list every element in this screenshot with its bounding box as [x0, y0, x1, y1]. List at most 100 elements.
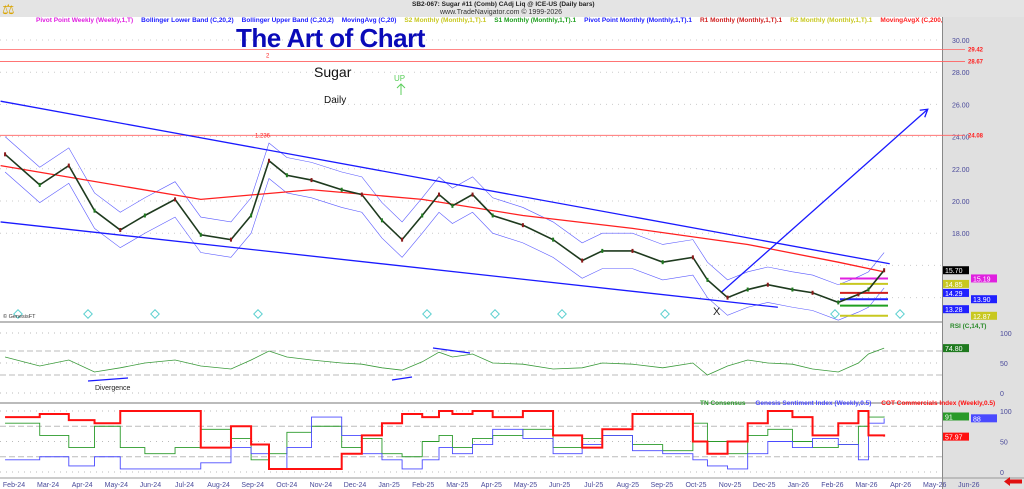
price-bar	[340, 187, 343, 192]
x-tick-label: Jan-25	[378, 482, 400, 489]
up-signal-label: UP	[394, 74, 406, 83]
price-bar	[310, 178, 313, 183]
channel-upper-trendline	[0, 100, 890, 265]
price-tag-label: 15.70	[945, 268, 963, 275]
x-tick-label: Mar-24	[37, 482, 59, 489]
price-line	[4, 153, 885, 304]
legend-item: Bollinger Lower Band (C,20,2)	[141, 17, 234, 24]
price-tag-label: 15.19	[973, 276, 991, 283]
price-tick-label: 28.00	[952, 70, 970, 77]
legend-item: R2 Monthly (Monthly,1,T).1	[790, 17, 873, 24]
r-event-marker-icon	[660, 309, 670, 319]
r-event-marker-icon	[895, 309, 905, 319]
x-tick-label: Aug-24	[207, 482, 230, 489]
x-tick-label: Jul-24	[175, 482, 194, 489]
sentiment-tick-label: 0	[1000, 470, 1004, 477]
price-tick-label: 20.00	[952, 199, 970, 206]
price-tag	[943, 305, 969, 314]
r-event-marker-icon	[557, 309, 567, 319]
legend-item: S2 Monthly (Monthly,1,T).1	[404, 17, 487, 24]
arrowhead-icon	[919, 108, 929, 118]
title-bar: ⚖ SB2-067: Sugar #11 (Comb) CAdj Liq @ I…	[0, 0, 1024, 17]
scroll-left-arrow-icon[interactable]	[1004, 477, 1022, 486]
price-bar	[143, 213, 146, 218]
price-bar	[883, 268, 886, 273]
price-bar	[268, 158, 270, 163]
copyright: www.TradeNavigator.com © 1999-2026	[440, 9, 563, 16]
x-tick-label: Jun-25	[549, 482, 571, 489]
price-bar	[174, 197, 177, 202]
price-bar	[4, 152, 7, 157]
fib-level-label: 28.67	[968, 59, 984, 65]
fib-level-label: 29.42	[968, 47, 984, 53]
legend-tn-consensus: TN Consensus	[700, 400, 746, 407]
price-bar	[229, 237, 232, 242]
price-bar	[93, 208, 96, 213]
price-tick-label: 30.00	[952, 38, 970, 45]
projection-arrow-trendline	[720, 108, 929, 294]
price-tag	[943, 288, 969, 297]
legend-item: Pivot Point Monthly (Monthly,1,T).1	[584, 17, 692, 24]
r-event-marker-icon	[83, 309, 93, 319]
x-tick-label: Feb-25	[412, 482, 434, 489]
x-tick-label: Mar-26	[855, 482, 877, 489]
price-tag-label: 14.29	[945, 291, 963, 298]
price-tag-label: 13.28	[945, 307, 963, 314]
x-tick-label: Apr-24	[72, 482, 93, 489]
rsi-line	[4, 347, 885, 376]
sentiment-tag-label: 88	[973, 416, 981, 423]
price-bar	[199, 232, 202, 237]
price-bar	[706, 277, 709, 282]
x-tick-label: Oct-25	[685, 482, 706, 489]
x-tick-label: Jan-26	[788, 482, 810, 489]
x-tick-label: Mar-25	[446, 482, 468, 489]
price-tag	[943, 279, 969, 288]
sentiment-tag	[943, 412, 969, 421]
x-tick-label: May-24	[105, 482, 128, 489]
scales-logo-icon: ⚖	[2, 1, 15, 17]
watermark-title: The Art of Chart	[236, 23, 425, 53]
sentiment-tick-label: 50	[1000, 440, 1008, 447]
divergence-line	[432, 347, 471, 354]
price-bar	[285, 173, 288, 178]
x-tick-label: Jul-25	[584, 482, 603, 489]
fib-small-label: 2	[266, 53, 270, 59]
sentiment-tag-label: 57.97	[945, 435, 963, 442]
price-bar	[119, 227, 122, 232]
price-bar	[471, 192, 474, 197]
r-event-marker-icon	[13, 309, 23, 319]
price-bar	[811, 290, 814, 295]
sentiment-tag	[971, 414, 997, 423]
price-tick-label: 24.00	[952, 135, 970, 142]
x-tick-label: Apr-26	[890, 482, 911, 489]
genesis-credit: © GenesisFT	[3, 314, 36, 320]
x-tick-label: Aug-25	[617, 482, 640, 489]
price-bar	[438, 192, 440, 197]
price-tag	[971, 274, 997, 283]
rsi-tick-label: 100	[1000, 331, 1012, 338]
price-bar	[380, 218, 383, 223]
period-label: Daily	[324, 95, 347, 106]
price-tag-label: 13.90	[973, 297, 991, 304]
price-bar	[837, 300, 840, 305]
x-label: X	[713, 306, 721, 318]
legend-item: Pivot Point Weekly (Weekly,1,T)	[36, 17, 134, 24]
price-bar	[38, 182, 41, 187]
price-bar	[791, 287, 794, 292]
bollinger-upper-band	[4, 136, 885, 286]
price-bar	[552, 237, 555, 242]
price-axis[interactable]	[942, 17, 1024, 489]
sentiment-legend: TN Consensus Genesis Sentiment Index (We…	[700, 400, 1003, 407]
x-tick-label: Nov-25	[719, 482, 742, 489]
x-tick-label: Jun-24	[140, 482, 162, 489]
rsi-tag-label: 74.80	[945, 346, 963, 353]
rsi-tick-label: 0	[1000, 391, 1004, 398]
sentiment-tick-label: 100	[1000, 409, 1012, 416]
price-bar	[581, 258, 584, 263]
divergence-line	[87, 377, 129, 382]
legend-item: Bollinger Upper Band (C,20,2)	[241, 17, 334, 24]
bollinger-lower-band	[4, 171, 885, 321]
ma200-line	[0, 164, 885, 273]
price-tag-label: 12.87	[973, 314, 991, 321]
